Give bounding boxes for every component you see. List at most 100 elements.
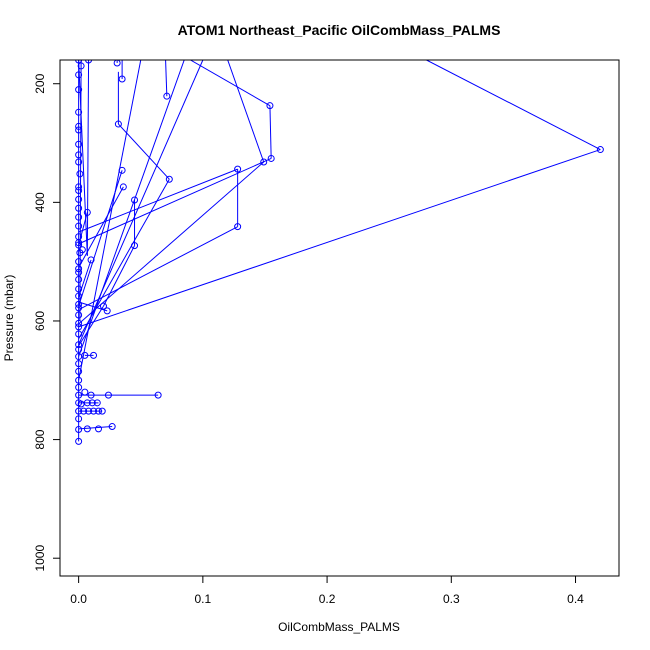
series-segment [78, 168, 238, 233]
x-tick-label: 0.4 [567, 592, 584, 606]
data-point [75, 341, 83, 349]
data-point [234, 223, 242, 231]
data-point [77, 400, 85, 408]
data-point [95, 425, 103, 433]
data-point [85, 407, 93, 415]
data-point [87, 391, 95, 399]
data-point [83, 208, 91, 216]
y-tick-label: 600 [33, 311, 47, 331]
series-points [75, 60, 604, 445]
x-tick-label: 0.0 [70, 592, 87, 606]
series-segment [78, 305, 104, 347]
data-point [108, 423, 116, 431]
x-axis: 0.0 0.1 0.2 0.3 0.4 [70, 576, 584, 606]
data-point [75, 204, 83, 212]
data-point [75, 330, 83, 338]
data-point [83, 425, 91, 433]
data-point [81, 351, 89, 359]
data-point [75, 195, 83, 203]
data-point [80, 407, 88, 415]
data-point [75, 426, 83, 434]
data-point [75, 183, 83, 191]
data-point [154, 391, 162, 399]
data-point [75, 108, 83, 116]
data-point [75, 122, 83, 130]
series-segment [118, 123, 170, 180]
data-point [75, 415, 83, 423]
data-point [234, 165, 242, 173]
y-axis: 200 400 600 800 1000 [33, 73, 60, 572]
data-point [75, 367, 83, 375]
data-point [75, 300, 83, 308]
series-segment [227, 60, 265, 163]
data-point [75, 151, 83, 159]
data-point [266, 102, 274, 110]
series-segment [78, 60, 204, 345]
data-point [260, 158, 268, 166]
series-lines [78, 60, 601, 442]
y-tick-label: 200 [33, 73, 47, 93]
data-point [119, 183, 127, 191]
data-point [85, 60, 93, 64]
data-point [118, 166, 126, 174]
series-segment [103, 245, 135, 307]
data-point [103, 307, 111, 315]
series-segment [78, 186, 124, 268]
y-tick-label: 400 [33, 192, 47, 212]
data-point [75, 239, 83, 247]
series-segment [165, 60, 168, 97]
data-point [87, 256, 95, 264]
data-point [75, 383, 83, 391]
data-point [75, 319, 83, 327]
data-point [75, 323, 83, 331]
data-point [131, 196, 139, 204]
data-point [131, 242, 139, 250]
series-segment [190, 60, 271, 107]
series-segment [269, 105, 272, 159]
data-point [163, 92, 171, 100]
data-point [75, 407, 83, 415]
data-point [98, 407, 106, 415]
series-segment [78, 161, 265, 325]
data-point [76, 249, 84, 257]
data-point [75, 285, 83, 293]
x-tick-label: 0.2 [319, 592, 336, 606]
data-point [165, 175, 173, 183]
data-point [104, 391, 112, 399]
data-point [99, 302, 107, 310]
data-point [75, 292, 83, 300]
data-point [118, 75, 126, 83]
data-point [75, 360, 83, 368]
data-point [75, 71, 83, 79]
data-point [75, 60, 83, 64]
data-point [75, 140, 83, 148]
data-point [75, 275, 83, 283]
y-tick-label: 1000 [33, 545, 47, 572]
series-segment [78, 60, 142, 381]
series-segment [78, 178, 170, 340]
data-point [81, 388, 89, 396]
series-segment [78, 60, 185, 357]
series-segment [79, 226, 238, 310]
series-segment [78, 157, 272, 245]
series-segment [79, 60, 82, 321]
chart-title: ATOM1 Northeast_Pacific OilCombMass_PALM… [178, 22, 501, 38]
data-point [75, 186, 83, 194]
data-point [75, 86, 83, 94]
data-point [267, 154, 275, 162]
series-segment [78, 149, 601, 328]
y-axis-label: Pressure (mbar) [2, 275, 16, 362]
data-point [90, 407, 98, 415]
data-point [75, 222, 83, 230]
data-point [90, 351, 98, 359]
x-tick-label: 0.1 [195, 592, 212, 606]
data-point [75, 304, 83, 312]
data-point [75, 241, 83, 249]
data-point [75, 437, 83, 445]
data-point [75, 391, 83, 399]
x-axis-label: OilCombMass_PALMS [278, 620, 400, 634]
data-point [113, 60, 121, 67]
data-point [95, 407, 103, 415]
data-point [75, 158, 83, 166]
